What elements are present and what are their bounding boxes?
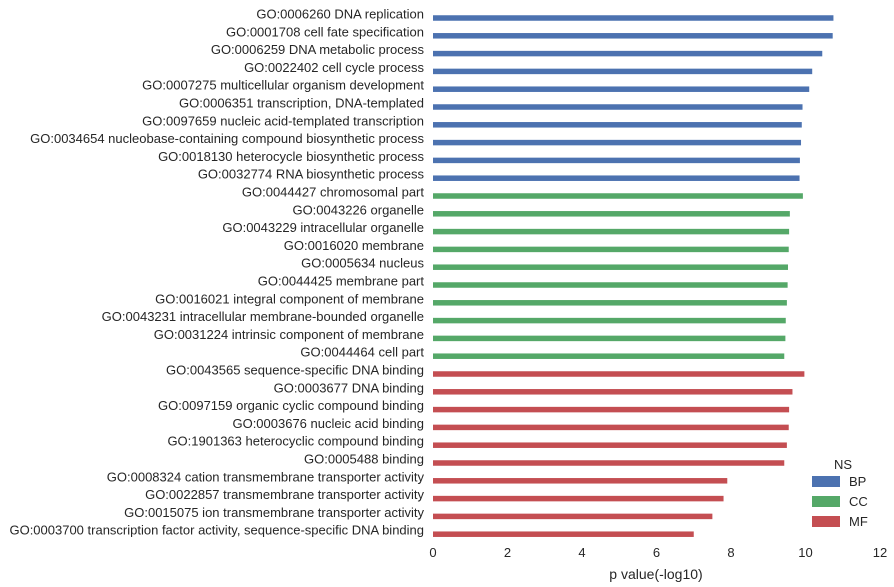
category-label: GO:0007275 multicellular organism develo… (142, 78, 424, 93)
bar (433, 300, 787, 306)
x-tick-label: 12 (873, 545, 887, 560)
bar (433, 246, 789, 253)
x-tick-label: 0 (429, 545, 436, 560)
category-label: GO:0043229 intracellular organelle (222, 220, 424, 235)
category-label: GO:0006351 transcription, DNA-templated (179, 96, 424, 111)
category-label: GO:0022402 cell cycle process (244, 60, 424, 75)
bar (433, 175, 800, 181)
bar (433, 104, 803, 110)
category-label: GO:0003700 transcription factor activity… (9, 523, 424, 538)
category-label: GO:0016021 integral component of membran… (155, 291, 424, 306)
bar (433, 478, 728, 484)
x-tick-label: 2 (504, 545, 511, 560)
category-label: GO:0043231 intracellular membrane-bounde… (102, 309, 424, 324)
category-label: GO:0031224 intrinsic component of membra… (154, 327, 424, 342)
category-label: GO:0022857 transmembrane transporter act… (145, 487, 424, 502)
legend-swatch-mf (812, 516, 840, 527)
category-label: GO:0044425 membrane part (258, 274, 425, 289)
bar (433, 495, 724, 502)
bar (433, 139, 802, 146)
legend-label-bp: BP (849, 474, 866, 489)
bar (433, 406, 790, 413)
x-tick-label: 4 (578, 545, 585, 560)
category-label: GO:0001708 cell fate specification (226, 24, 424, 39)
category-label: GO:0005634 nucleus (301, 256, 424, 271)
category-label: GO:0043226 organelle (292, 202, 424, 217)
bar (433, 33, 833, 39)
legend-swatch-cc (812, 496, 840, 507)
category-label: GO:0044464 cell part (300, 345, 424, 360)
category-label: GO:0005488 binding (304, 452, 424, 467)
bar (433, 264, 788, 270)
category-label: GO:0044427 chromosomal part (242, 185, 424, 200)
bar (433, 424, 789, 431)
bar (433, 50, 823, 57)
legend: NS BP CC MF (812, 457, 868, 529)
bar (433, 460, 785, 466)
category-label: GO:0015075 ion transmembrane transporter… (124, 505, 424, 520)
bar (433, 442, 787, 448)
category-label: GO:0008324 cation transmembrane transpor… (107, 469, 425, 484)
category-label: GO:0034654 nucleobase-containing compoun… (30, 131, 424, 146)
bar (433, 353, 785, 359)
bars (433, 15, 834, 537)
category-label: GO:0003677 DNA binding (274, 380, 424, 395)
x-axis-ticks: 0 2 4 6 8 10 12 (429, 545, 887, 560)
category-label: GO:0016020 membrane (284, 238, 424, 253)
bar (433, 282, 788, 288)
x-tick-label: 6 (653, 545, 660, 560)
category-labels: GO:0006260 DNA replication GO:0001708 cel… (9, 7, 424, 538)
bar (433, 513, 713, 520)
bar (433, 371, 805, 377)
bar (433, 211, 790, 217)
bar (433, 122, 802, 128)
legend-swatch-bp (812, 476, 840, 487)
category-label: GO:0006259 DNA metabolic process (211, 42, 425, 57)
category-label: GO:0006260 DNA replication (256, 7, 424, 22)
bar (433, 228, 790, 235)
bar (433, 335, 786, 342)
legend-title: NS (834, 457, 852, 472)
bar (433, 389, 793, 395)
x-tick-label: 8 (727, 545, 734, 560)
category-label: GO:0003676 nucleic acid binding (232, 416, 424, 431)
bar (433, 86, 810, 92)
bar (433, 157, 800, 164)
category-label: GO:0097659 nucleic acid-templated transc… (142, 113, 424, 128)
bar (433, 531, 694, 537)
x-axis-label: p value(-log10) (609, 566, 702, 582)
category-label: GO:0097159 organic cyclic compound bindi… (158, 398, 424, 413)
legend-label-cc: CC (849, 494, 868, 509)
bar (433, 193, 803, 199)
bar (433, 68, 813, 75)
category-label: GO:0018130 heterocycle biosynthetic proc… (158, 149, 424, 164)
category-label: GO:1901363 heterocyclic compound binding (167, 434, 424, 449)
category-label: GO:0032774 RNA biosynthetic process (198, 167, 425, 182)
legend-label-mf: MF (849, 514, 868, 529)
bar (433, 317, 786, 324)
bar (433, 15, 834, 21)
category-label: GO:0043565 sequence-specific DNA binding (166, 363, 424, 378)
x-tick-label: 10 (798, 545, 812, 560)
